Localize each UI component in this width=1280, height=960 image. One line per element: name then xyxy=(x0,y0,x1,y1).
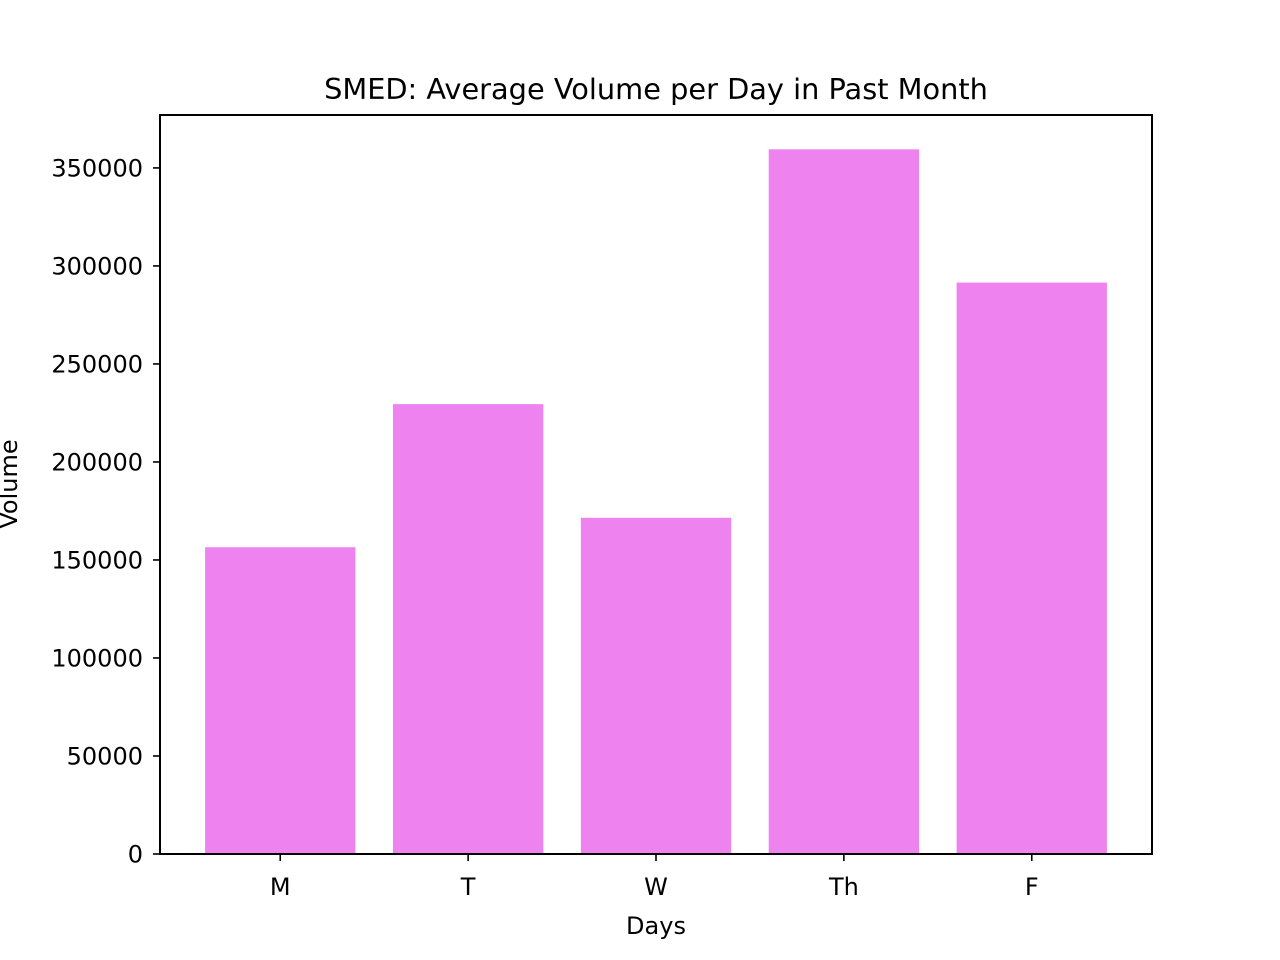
bars-layer xyxy=(205,149,1107,854)
x-axis: M T W Th F xyxy=(270,854,1039,901)
y-tick-label-100000: 100000 xyxy=(51,644,143,672)
bar-t xyxy=(392,404,544,854)
bar-th xyxy=(768,149,920,854)
y-tick-label-150000: 150000 xyxy=(51,546,143,574)
x-tick-label-t: T xyxy=(460,873,476,901)
x-tick-label-m: M xyxy=(270,873,291,901)
y-tick-label-50000: 50000 xyxy=(67,742,143,770)
x-tick-label-f: F xyxy=(1025,873,1039,901)
y-tick-label-250000: 250000 xyxy=(51,350,143,378)
y-tick-label-200000: 200000 xyxy=(51,448,143,476)
x-tick-label-th: Th xyxy=(828,873,859,901)
bar-w xyxy=(580,517,732,854)
y-tick-label-0: 0 xyxy=(128,841,143,869)
y-tick-label-350000: 350000 xyxy=(51,154,143,182)
bar-f xyxy=(956,282,1107,854)
y-tick-label-300000: 300000 xyxy=(51,252,143,280)
x-axis-label: Days xyxy=(626,912,686,940)
chart-title: SMED: Average Volume per Day in Past Mon… xyxy=(324,72,988,106)
bar-m xyxy=(205,547,356,854)
y-axis: 0 50000 100000 150000 200000 250000 300000 3500… xyxy=(51,154,160,869)
y-axis-label: Volume xyxy=(0,439,23,528)
x-tick-label-w: W xyxy=(644,873,668,901)
